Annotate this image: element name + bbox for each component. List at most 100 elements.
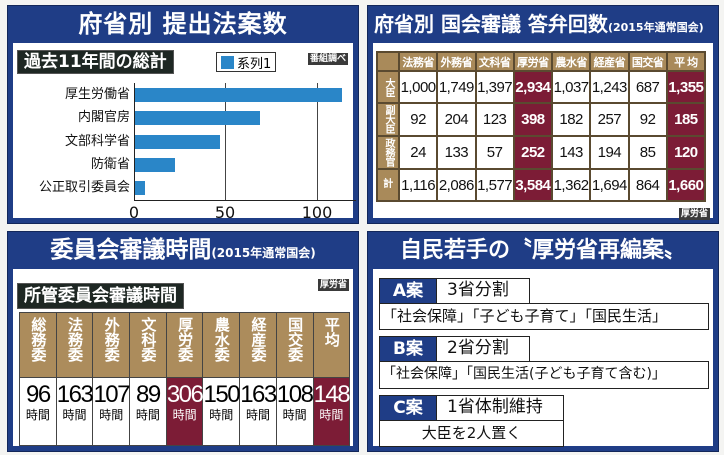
- legend-swatch-icon: [221, 55, 234, 69]
- plan-c-title: 1省体制維持: [436, 395, 564, 421]
- column-header: 外務省: [436, 51, 477, 72]
- committee-name: 文科委: [130, 313, 166, 378]
- column-header: 文科省: [474, 51, 515, 72]
- committee-name: 経産委: [240, 313, 276, 378]
- hours-unit: 時間: [209, 408, 234, 422]
- committee-column: 厚労委 306 時間: [166, 313, 204, 445]
- cell: 864: [627, 168, 668, 202]
- committee-column: 総務委 96 時間: [20, 313, 57, 445]
- hours-value: 163: [56, 381, 94, 408]
- corner-cell: [376, 51, 400, 72]
- x-axis-line: [134, 200, 356, 201]
- committee-hours: 89 時間: [130, 378, 166, 445]
- committee-column: 国交委 108 時間: [276, 313, 314, 445]
- hours-unit: 時間: [245, 408, 270, 422]
- panel-title: 府省別 提出法案数: [78, 10, 288, 38]
- plan-c-tag: C案: [379, 395, 437, 421]
- cell: 182: [550, 102, 592, 137]
- table-row: 政務官 24 133 57 252 143 194 85 120: [376, 135, 707, 170]
- bar: [135, 111, 260, 125]
- committee-subtitle: 所管委員会審議時間: [17, 283, 184, 309]
- reorg-body: A案 3省分割 「社会保障」「子ども子育て」「国民生活」 B案 2省分割 「社会…: [373, 269, 713, 447]
- committee-hours: 108 時間: [276, 378, 314, 445]
- category-label: 文部科学省: [64, 134, 130, 149]
- bar: [135, 135, 220, 149]
- committee-name: 総務委: [20, 313, 56, 378]
- cell: 1,037: [550, 70, 592, 104]
- committee-name: 外務委: [93, 313, 130, 378]
- panel-title-main: 委員会審議時間: [50, 237, 212, 263]
- panel-title: 委員会審議時間(2015年通常国会): [8, 232, 358, 269]
- gridline-100: [317, 83, 318, 200]
- cell: 1,397: [474, 70, 515, 104]
- table-body: 法務省 外務省 文科省 厚労省 農水省 経産省 国交省 平 均 大臣 1,000…: [373, 43, 713, 220]
- panel-title-note: (2015年通常国会): [607, 21, 704, 34]
- cell: 1,694: [589, 168, 630, 202]
- panel-title: 府省別 国会審議 答弁回数(2015年通常国会): [368, 6, 718, 43]
- chart-subtitle: 過去11年間の総計: [17, 50, 174, 74]
- committee-column: 外務委 107 時間: [93, 313, 130, 445]
- hours-unit: 時間: [172, 408, 197, 422]
- committee-column: 経産委 163 時間: [240, 313, 277, 445]
- cell: 204: [436, 102, 477, 137]
- cell-highlight: 3,584: [512, 168, 554, 202]
- category-labels: 厚生労働省 内閣官房 文部科学省 防衛省 公正取引委員会: [13, 83, 130, 200]
- panel-committee: 委員会審議時間(2015年通常国会) 所管委員会審議時間 厚労省 総務委 96 時…: [7, 231, 359, 452]
- panel-title: 自民若手の〝厚労省再編案〟: [399, 238, 686, 263]
- committee-name: 平均: [313, 313, 350, 378]
- hours-unit: 時間: [282, 408, 307, 422]
- answers-table: 法務省 外務省 文科省 厚労省 農水省 経産省 国交省 平 均 大臣 1,000…: [376, 51, 707, 202]
- row-header: 政務官: [376, 135, 400, 170]
- source-label: 厚労省: [678, 208, 710, 220]
- hours-value: 89: [136, 381, 161, 408]
- cell-highlight: 185: [665, 102, 707, 137]
- committee-name: 厚労委: [166, 313, 203, 378]
- committee-body: 所管委員会審議時間 厚労省 総務委 96 時間 法務委 163 時間 外務委 107…: [13, 269, 353, 446]
- cell: 257: [589, 102, 630, 137]
- panel-title-main: 府省別 国会審議 答弁回数: [374, 12, 608, 36]
- column-header: 農水省: [550, 51, 592, 72]
- committee-column: 平均 148 時間: [313, 313, 351, 445]
- chart-body: 過去11年間の総計 系列1 番組調べ 厚生労働省 内閣官房 文部科学省 防衛省 …: [13, 43, 356, 222]
- legend-label: 系列1: [237, 56, 272, 72]
- category-label: 厚生労働省: [64, 87, 130, 102]
- cell: 57: [474, 135, 515, 170]
- column-header: 法務省: [397, 51, 439, 72]
- plan-a-title: 3省分割: [436, 278, 530, 304]
- cell: 1,749: [436, 70, 477, 104]
- column-header: 厚労省: [512, 51, 554, 72]
- plan-b-tag: B案: [379, 336, 437, 362]
- cell-highlight: 2,934: [512, 70, 554, 104]
- plot-area: 厚生労働省 内閣官房 文部科学省 防衛省 公正取引委員会 0 50 100: [13, 83, 356, 243]
- cell: 1,116: [397, 168, 439, 202]
- hours-value: 306: [166, 381, 204, 408]
- cell: 143: [550, 135, 592, 170]
- committee-column: 法務委 163 時間: [56, 313, 94, 445]
- committee-name: 国交委: [276, 313, 313, 378]
- row-header: 大臣: [376, 70, 400, 104]
- committee-hours: 150 時間: [203, 378, 241, 445]
- cell-highlight: 120: [665, 135, 707, 170]
- y-axis-line: [134, 83, 135, 200]
- table-row: 大臣 1,000 1,749 1,397 2,934 1,037 1,243 6…: [376, 70, 707, 104]
- cell: 92: [627, 102, 668, 137]
- hours-unit: 時間: [135, 408, 160, 422]
- cell-highlight: 398: [512, 102, 554, 137]
- committee-hours: 163 時間: [240, 378, 277, 445]
- cell: 123: [474, 102, 515, 137]
- committee-hours: 107 時間: [93, 378, 130, 445]
- hours-value: 150: [203, 381, 241, 408]
- hours-unit: 時間: [99, 408, 124, 422]
- panel-reorg: 自民若手の〝厚労省再編案〟 A案 3省分割 「社会保障」「子ども子育て」「国民生…: [367, 231, 719, 452]
- category-label: 内閣官房: [77, 110, 130, 125]
- table-row: 計 1,116 2,086 1,577 3,584 1,362 1,694 86…: [376, 168, 707, 202]
- x-tick: 50: [214, 203, 236, 222]
- cell-highlight: 1,355: [665, 70, 707, 104]
- cell: 1,243: [589, 70, 630, 104]
- legend: 系列1: [216, 52, 277, 72]
- cell-highlight: 252: [512, 135, 554, 170]
- category-label: 防衛省: [90, 157, 130, 172]
- panel-title-note: (2015年通常国会): [211, 246, 316, 260]
- column-header: 経産省: [589, 51, 630, 72]
- source-label: 厚労省: [317, 279, 349, 291]
